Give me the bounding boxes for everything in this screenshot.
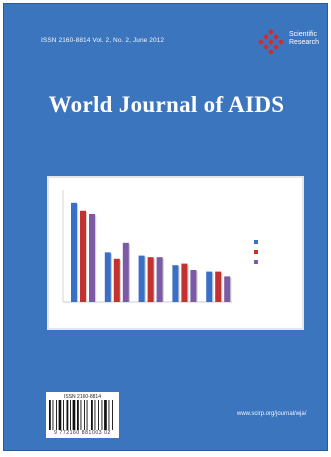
bar xyxy=(224,276,231,302)
barcode-bar xyxy=(66,400,69,430)
barcode-bar xyxy=(84,400,85,430)
barcode-bar xyxy=(98,400,99,430)
bar xyxy=(113,258,120,302)
bar xyxy=(104,252,111,302)
bar xyxy=(156,257,163,302)
publisher-name: Scientific Research xyxy=(289,31,319,47)
barcode-bar xyxy=(112,400,113,430)
bar-chart xyxy=(62,190,258,303)
barcode-bar xyxy=(72,400,76,430)
legend-swatch xyxy=(254,260,258,264)
barcode-bar xyxy=(56,400,57,430)
cover-chart xyxy=(47,176,304,330)
publisher-diamond-icon xyxy=(258,29,284,55)
barcode-bar xyxy=(77,400,79,430)
barcode-bar xyxy=(101,400,103,430)
barcode-bar xyxy=(94,400,96,430)
barcode-bar xyxy=(52,400,54,430)
bar xyxy=(122,242,129,302)
journal-cover: ISSN 2160-8814 Vol. 2, No. 2, June 2012 … xyxy=(3,3,328,451)
bar xyxy=(181,263,188,302)
bar xyxy=(89,214,95,302)
bar xyxy=(80,210,86,302)
journal-url: www.scirp.org/journal/wja/ xyxy=(237,411,307,417)
publisher-logo: Scientific Research xyxy=(256,29,326,55)
issn-volume-line: ISSN 2160-8814 Vol. 2, No. 2, June 2012 xyxy=(41,37,165,44)
barcode-issn: ISSN 2160-8814 xyxy=(64,394,101,400)
bar xyxy=(172,265,179,302)
bar xyxy=(138,255,145,302)
legend-swatch xyxy=(254,240,258,244)
bar xyxy=(190,270,197,302)
bar xyxy=(71,202,77,302)
bar xyxy=(147,257,154,302)
journal-title: World Journal of AIDS xyxy=(48,92,285,117)
barcode-bar xyxy=(108,400,110,430)
barcode-bar xyxy=(49,400,51,430)
barcode-bar xyxy=(80,400,82,430)
barcode-bar xyxy=(58,400,62,430)
barcode-bar xyxy=(86,400,88,430)
bar xyxy=(206,271,213,302)
barcode-bar xyxy=(63,400,64,430)
barcode-bar xyxy=(91,400,93,430)
barcode-panel: ISSN 2160-8814 9 772160 881003 02 xyxy=(46,392,119,438)
barcode-image xyxy=(49,400,113,430)
legend-swatch xyxy=(254,250,258,254)
barcode-bar xyxy=(70,400,71,430)
publisher-name-line1: Scientific xyxy=(289,31,318,38)
barcode-bar xyxy=(104,400,107,430)
bar xyxy=(215,271,222,302)
publisher-name-line2: Research xyxy=(289,39,319,46)
barcode-number: 9 772160 881003 02 xyxy=(54,430,111,436)
